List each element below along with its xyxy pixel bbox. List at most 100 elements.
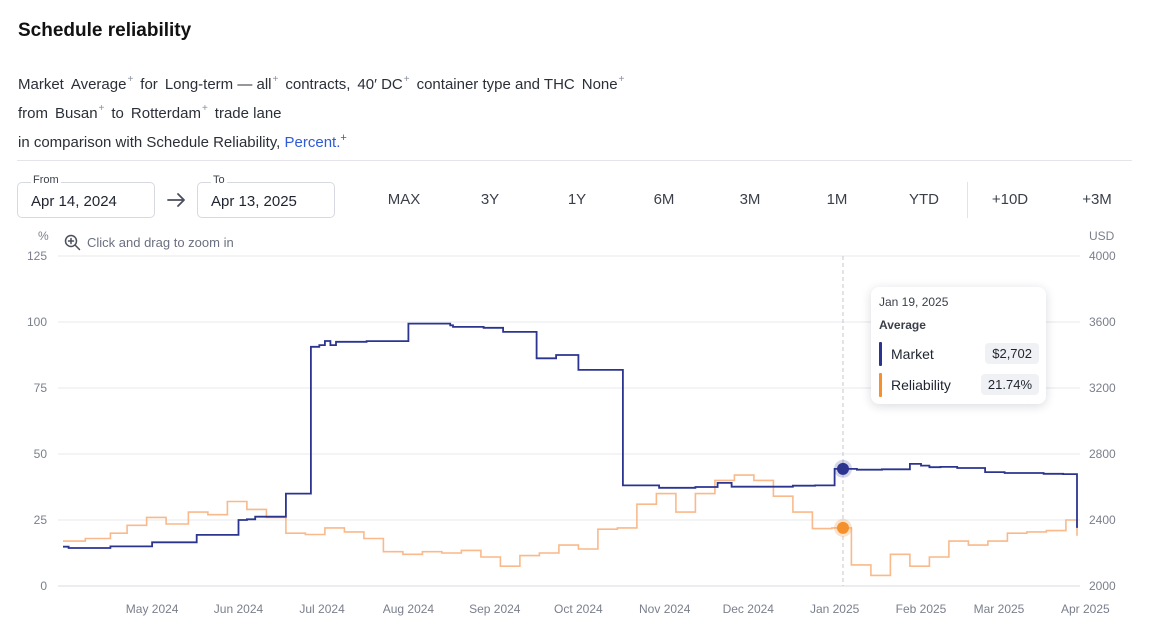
right-axis-unit: USD xyxy=(1089,229,1115,243)
description-text: from xyxy=(18,104,48,122)
right-tick-label: 2000 xyxy=(1089,579,1116,593)
tooltip-market-label: Market xyxy=(891,346,934,362)
description-item-4: contracts, xyxy=(285,76,350,93)
description-item-2: for xyxy=(140,76,158,93)
description-line-1: Market Average+ for Long-term — all+ contrac… xyxy=(18,69,631,98)
description-line-3: in comparison with Schedule Reliability,… xyxy=(18,126,631,156)
tooltip-row-reliability: Reliability 21.74% xyxy=(879,373,1039,397)
tooltip-reliability-value: 21.74% xyxy=(980,374,1039,395)
left-tick-label: 75 xyxy=(34,381,48,395)
left-tick-label: 125 xyxy=(27,249,47,263)
market-marker xyxy=(837,462,849,475)
x-tick-label: Aug 2024 xyxy=(383,602,435,616)
to-date-field[interactable]: To Apr 13, 2025 xyxy=(197,174,335,218)
unit-selector-label: Percent. xyxy=(284,134,341,151)
description-text: trade lane xyxy=(214,104,282,122)
x-tick-label: Jul 2024 xyxy=(299,602,345,616)
x-tick-label: Jun 2024 xyxy=(214,602,264,616)
parameter-label: Average xyxy=(70,76,127,93)
description-item-2-3[interactable]: Rotterdam+ xyxy=(130,102,208,122)
plus-icon: + xyxy=(618,74,625,85)
tooltip-date: Jan 19, 2025 xyxy=(879,295,949,309)
description-item-2-0: from xyxy=(18,105,48,122)
parameter-label: None xyxy=(581,76,618,93)
plus-icon: + xyxy=(272,74,279,85)
from-date-label: From xyxy=(31,174,61,186)
left-tick-label: 100 xyxy=(27,315,47,329)
description-item-2-2: to xyxy=(111,105,124,122)
divider xyxy=(17,160,1132,161)
range-button-3m[interactable]: 3M xyxy=(739,191,761,208)
range-button-1y[interactable]: 1Y xyxy=(567,191,587,208)
description-line-2: from Busan+ to Rotterdam+ trade lane xyxy=(18,98,631,127)
description-item-6: container type and THC xyxy=(417,76,575,93)
left-tick-label: 0 xyxy=(40,579,47,593)
description-item-1[interactable]: Average+ xyxy=(70,74,134,93)
zoom-in-icon xyxy=(64,234,81,251)
right-tick-label: 3200 xyxy=(1089,381,1116,395)
range-button-plus-10d[interactable]: +10D xyxy=(991,191,1029,208)
zoom-hint: Click and drag to zoom in xyxy=(64,234,234,251)
tooltip-reliability-label: Reliability xyxy=(891,377,951,393)
comparison-text: in comparison with Schedule Reliability, xyxy=(18,134,281,151)
range-button-ytd[interactable]: YTD xyxy=(909,191,939,208)
range-button-6m[interactable]: 6M xyxy=(653,191,675,208)
reliability-swatch xyxy=(879,373,882,397)
description-text: container type and THC xyxy=(416,76,575,93)
description-item-7[interactable]: None+ xyxy=(581,74,625,93)
x-tick-label: Dec 2024 xyxy=(723,602,775,616)
left-tick-label: 25 xyxy=(34,513,48,527)
tooltip-market-value: $2,702 xyxy=(985,343,1039,364)
parameter-label: Busan xyxy=(55,104,98,122)
tooltip-row-market: Market $2,702 xyxy=(879,342,1039,366)
from-date-value: Apr 14, 2024 xyxy=(31,193,117,210)
x-tick-label: Feb 2025 xyxy=(896,602,947,616)
unit-selector-link[interactable]: Percent.+ xyxy=(284,132,347,151)
description-item-2-4: trade lane xyxy=(215,105,282,122)
right-tick-label: 4000 xyxy=(1089,249,1116,263)
chart-tooltip: Jan 19, 2025 Average Market $2,702 Relia… xyxy=(871,287,1046,404)
reliability-series-line xyxy=(63,474,1078,577)
to-date-value: Apr 13, 2025 xyxy=(211,193,297,210)
plus-icon: + xyxy=(340,132,347,144)
description-item-3[interactable]: Long-term — all+ xyxy=(164,74,279,93)
parameter-label: Rotterdam xyxy=(130,104,201,122)
to-date-label: To xyxy=(211,174,227,186)
range-separator xyxy=(967,182,968,218)
left-tick-label: 50 xyxy=(34,447,48,461)
parameter-label: Long-term — all xyxy=(164,76,272,93)
x-tick-label: Sep 2024 xyxy=(469,602,521,616)
x-tick-label: Mar 2025 xyxy=(974,602,1025,616)
range-button-1m[interactable]: 1M xyxy=(826,191,848,208)
range-button-max[interactable]: MAX xyxy=(387,191,421,208)
arrow-right-icon xyxy=(167,193,185,207)
description-text: Market xyxy=(18,76,64,93)
description-text: for xyxy=(140,76,158,93)
description-text: contracts, xyxy=(285,76,351,93)
plus-icon: + xyxy=(98,102,105,114)
market-series-line xyxy=(63,322,1078,549)
x-tick-label: Nov 2024 xyxy=(639,602,691,616)
x-tick-label: Jan 2025 xyxy=(810,602,860,616)
right-tick-label: 2400 xyxy=(1089,513,1116,527)
range-button-plus-3m[interactable]: +3M xyxy=(1082,191,1112,208)
plus-icon: + xyxy=(201,102,208,114)
description-item-2-1[interactable]: Busan+ xyxy=(55,102,105,122)
plus-icon: + xyxy=(403,74,410,85)
page-title: Schedule reliability xyxy=(18,20,192,41)
x-tick-label: Oct 2024 xyxy=(554,602,603,616)
plus-icon: + xyxy=(127,74,134,85)
description-text: to xyxy=(111,104,124,122)
range-button-3y[interactable]: 3Y xyxy=(480,191,500,208)
reliability-marker xyxy=(837,521,849,534)
chart-description: Market Average+ for Long-term — all+ contrac… xyxy=(18,69,631,156)
description-item-5[interactable]: 40′ DC+ xyxy=(357,74,410,93)
market-swatch xyxy=(879,342,882,366)
parameter-label: 40′ DC xyxy=(357,76,403,93)
from-date-field[interactable]: From Apr 14, 2024 xyxy=(17,174,155,218)
left-axis-unit: % xyxy=(38,229,49,243)
right-tick-label: 3600 xyxy=(1089,315,1116,329)
description-item-0: Market xyxy=(18,76,64,93)
x-tick-label: Apr 2025 xyxy=(1061,602,1110,616)
